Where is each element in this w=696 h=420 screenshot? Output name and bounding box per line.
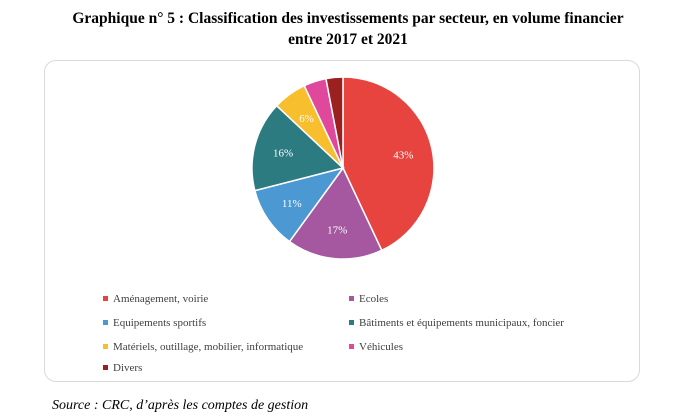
legend-swatch [349,343,354,349]
source-note: Source : CRC, d’après les comptes de ges… [52,398,309,413]
legend-item-2: Equipements sportifs [103,316,206,330]
legend-label: Bâtiments et équipements municipaux, fon… [359,317,564,329]
pie-label-1: 17% [327,225,347,237]
pie-label-2: 11% [282,198,302,210]
legend-swatch [349,319,354,325]
pie-slice-0 [342,76,435,252]
pie-label-3: 16% [273,148,293,160]
legend-swatch [103,295,108,301]
pie-slice-1 [288,166,383,260]
legend-label: Véhicules [359,341,403,353]
pie-slice-6 [325,76,344,169]
legend-label: Aménagement, voirie [113,293,209,305]
legend-item-6: Divers [103,361,142,375]
legend-swatch [349,295,354,301]
legend-swatch [103,364,108,370]
chart-title-line2: entre 2017 et 2021 [288,31,408,48]
legend-label: Equipements sportifs [113,317,207,329]
legend-item-5: Véhicules [349,340,403,354]
legend-item-0: Aménagement, voirie [103,292,208,306]
legend-label: Matériels, outillage, mobilier, informat… [113,341,304,353]
pie-slice-3 [251,104,345,192]
legend-label: Ecoles [359,293,389,305]
legend-label: Divers [113,362,143,374]
legend-swatch [103,319,108,325]
pie-label-0: 43% [393,150,413,162]
legend-swatch [103,343,108,349]
pie-label-4: 6% [299,113,314,125]
legend-item-3: Bâtiments et équipements municipaux, fon… [349,316,564,330]
legend-item-1: Ecoles [349,292,388,306]
legend-item-4: Matériels, outillage, mobilier, informat… [103,340,303,354]
chart-title: Graphique n° 5 : Classification des inve… [0,8,696,50]
chart-title-line1: Graphique n° 5 : Classification des inve… [72,10,624,27]
